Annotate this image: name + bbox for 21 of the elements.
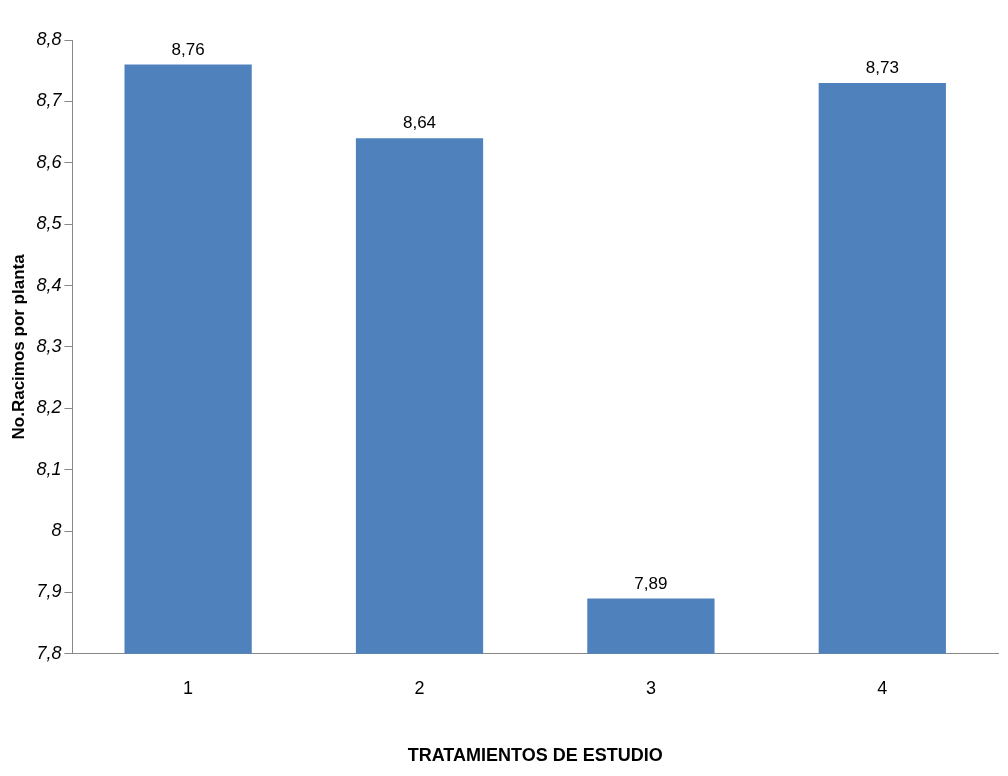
y-tick-label: 8,3 xyxy=(36,335,62,356)
data-label: 7,89 xyxy=(634,573,668,593)
y-axis-title: No.Racimos por planta xyxy=(8,253,28,440)
y-tick-label: 8 xyxy=(51,520,62,541)
data-label: 8,76 xyxy=(171,39,205,59)
data-label: 8,73 xyxy=(865,58,899,78)
x-tick-label: 4 xyxy=(877,677,888,698)
x-axis-title: TRATAMIENTOS DE ESTUDIO xyxy=(407,745,663,766)
y-tick-label: 8,7 xyxy=(36,90,63,111)
x-tick-label: 1 xyxy=(183,677,194,698)
y-tick-label: 7,9 xyxy=(36,581,62,602)
data-label: 8,64 xyxy=(402,113,437,133)
y-tick-label: 8,8 xyxy=(36,29,62,49)
y-tick-label: 8,4 xyxy=(36,274,62,295)
x-tick-label: 3 xyxy=(645,677,656,698)
y-tick-label: 7,8 xyxy=(36,642,62,663)
y-tick-label: 8,2 xyxy=(36,397,62,418)
y-tick-label: 8,5 xyxy=(36,213,63,234)
y-tick-label: 8,1 xyxy=(36,458,62,479)
x-tick-label: 2 xyxy=(414,677,425,698)
y-tick-label: 8,6 xyxy=(36,151,63,172)
